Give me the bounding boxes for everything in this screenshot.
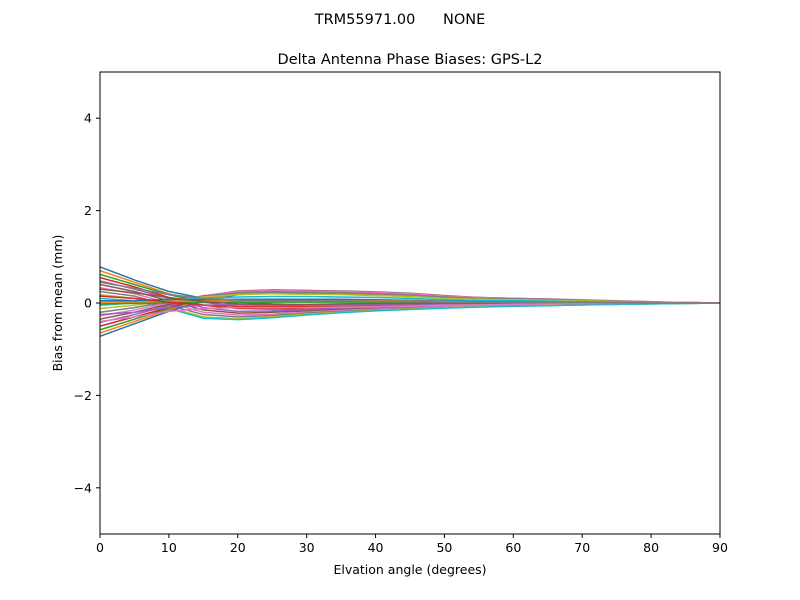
series-line-10 xyxy=(100,297,720,321)
y-tick-label: 4 xyxy=(84,111,92,126)
series-line-28 xyxy=(100,281,720,304)
x-tick-label: 50 xyxy=(436,540,452,555)
x-axis-label: Elvation angle (degrees) xyxy=(333,562,486,577)
x-tick-label: 80 xyxy=(643,540,659,555)
y-tick-label: −2 xyxy=(74,388,92,403)
x-tick-label: 40 xyxy=(368,540,384,555)
chart-title: Delta Antenna Phase Biases: GPS-L2 xyxy=(278,52,543,68)
x-tick-label: 90 xyxy=(712,540,728,555)
x-tick-label: 30 xyxy=(299,540,315,555)
x-tick-label: 60 xyxy=(505,540,521,555)
y-tick-label: 2 xyxy=(84,203,92,218)
series-layer xyxy=(100,266,720,337)
x-axis: 0 10 20 30 40 50 60 70 80 90 xyxy=(96,534,728,555)
x-tick-label: 70 xyxy=(574,540,590,555)
x-tick-label: 20 xyxy=(230,540,246,555)
y-tick-label: −4 xyxy=(74,480,92,495)
x-tick-label: 10 xyxy=(161,540,177,555)
y-axis: −4 −2 0 2 4 xyxy=(74,111,100,495)
figure-suptitle: TRM55971.00 NONE xyxy=(314,12,486,28)
y-axis-label: Bias from mean (mm) xyxy=(50,235,65,372)
x-tick-label: 0 xyxy=(96,540,104,555)
y-tick-label: 0 xyxy=(84,296,92,311)
